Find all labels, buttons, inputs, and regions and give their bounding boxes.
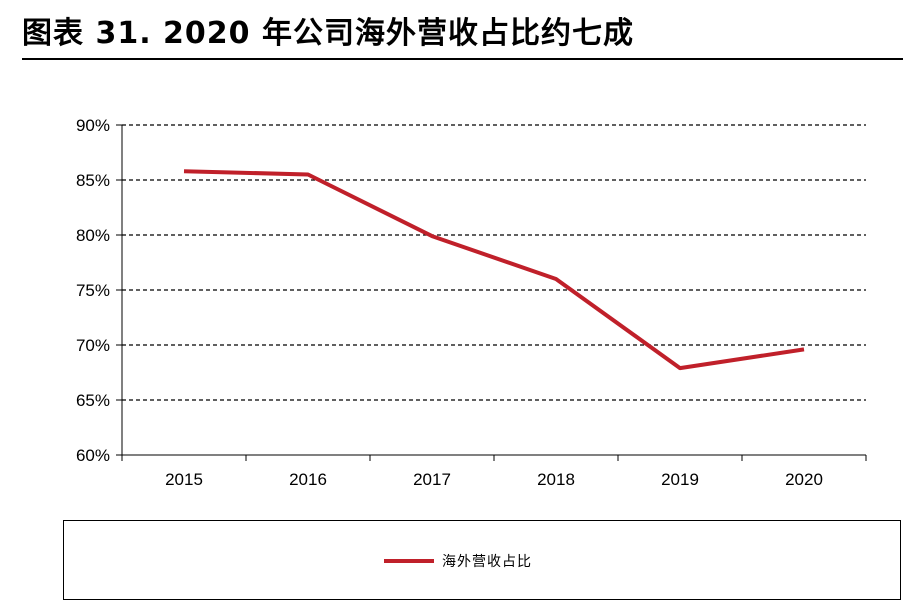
y-tick-label: 75% [76, 281, 110, 300]
legend-label: 海外营收占比 [442, 551, 532, 571]
x-tick-label: 2018 [537, 470, 575, 489]
y-tick-label: 90% [76, 116, 110, 135]
series-line [184, 171, 804, 368]
x-tick-label: 2019 [661, 470, 699, 489]
y-tick-label: 60% [76, 446, 110, 465]
x-tick-label: 2015 [165, 470, 203, 489]
x-tick-label: 2020 [785, 470, 823, 489]
line-chart: 60% 65% 70% 75% 80% 85% 90% 2015 2016 2017 2018 201… [0, 0, 903, 578]
x-tick-label: 2016 [289, 470, 327, 489]
y-tick-label: 85% [76, 171, 110, 190]
legend-swatch [384, 559, 434, 563]
series [184, 171, 804, 368]
y-tick-label: 65% [76, 391, 110, 410]
axes [116, 125, 866, 461]
y-tick-label: 80% [76, 226, 110, 245]
y-tick-label: 70% [76, 336, 110, 355]
legend: 海外营收占比 [63, 520, 901, 600]
legend-item: 海外营收占比 [384, 551, 532, 571]
x-tick-label: 2017 [413, 470, 451, 489]
